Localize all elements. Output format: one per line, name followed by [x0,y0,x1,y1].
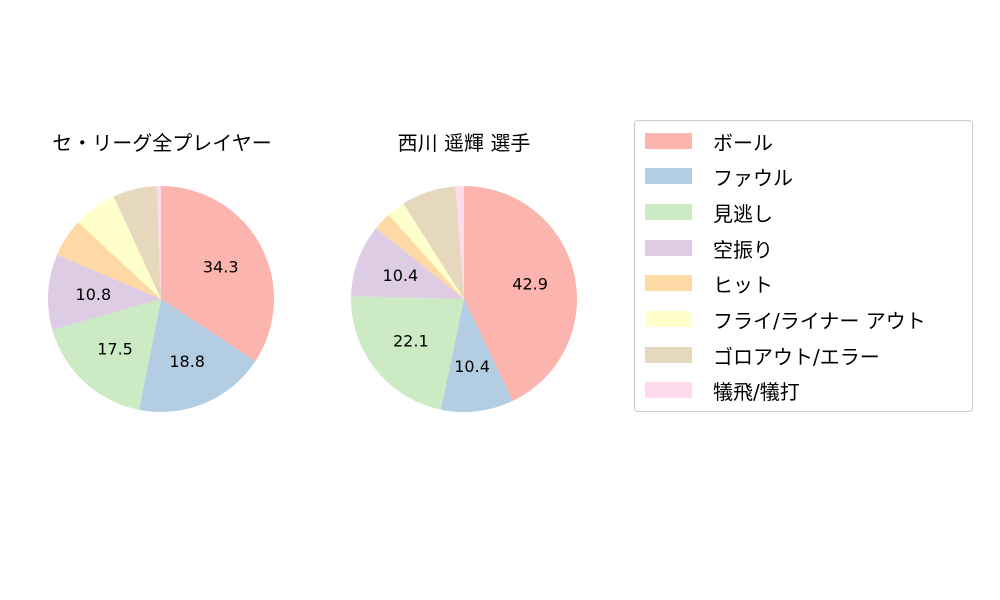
legend-item-ground-out-error: ゴロアウト/エラー [645,343,880,369]
slice-label: 10.8 [76,285,112,304]
legend-label: ボール [713,130,773,155]
pie-slice [388,203,464,299]
pie-slice [113,186,161,299]
slice-label: 18.8 [169,352,205,371]
pie-slice [52,299,161,410]
pie-slice [161,185,275,362]
legend-label: 空振り [713,237,773,262]
pie-slice [403,186,464,299]
pie-slice [351,296,464,410]
legend-item-ball: ボール [645,129,773,155]
slice-label: 17.5 [97,339,133,358]
pie-slice [78,196,161,299]
pie-slice [57,222,161,299]
legend-swatch-called-strike [645,204,692,220]
slice-label: 10.4 [454,357,490,376]
pie-slice [156,186,161,299]
pie-slice [464,186,577,401]
legend-label: ファウル [713,165,793,190]
slice-label: 34.3 [203,257,239,276]
slice-label: 22.1 [393,332,429,351]
legend-item-called-strike: 見逃し [645,200,773,226]
legend-item-swinging-strike: 空振り [645,236,773,262]
pie-slice [48,254,162,330]
legend-swatch-ground-out-error [645,347,692,363]
pie-chart-league: 34.3 18.8 17.5 10.8 [48,185,275,412]
pie-slice [455,186,464,299]
legend-swatch-sacrifice [645,382,692,398]
pie-chart-player: 42.9 10.4 22.1 10.4 [351,186,577,412]
legend-swatch-fly-liner-out [645,311,692,327]
legend-swatch-foul [645,168,692,184]
legend-label: ゴロアウト/エラー [713,344,880,369]
legend-label: フライ/ライナー アウト [713,308,926,333]
legend: ボール ファウル 見逃し 空振り ヒット フライ/ライナー アウト ゴロアウト/… [634,120,973,412]
legend-swatch-ball [645,133,692,149]
chart-title-player: 西川 遥輝 選手 [397,131,531,155]
legend-item-foul: ファウル [645,164,793,190]
legend-swatch-swinging-strike [645,240,692,256]
pie-slice [351,228,464,299]
slice-label: 42.9 [512,275,548,294]
legend-item-fly-liner-out: フライ/ライナー アウト [645,307,926,333]
chart-title-league: セ・リーグ全プレイヤー [52,131,272,155]
legend-item-hit: ヒット [645,271,773,297]
legend-label: ヒット [713,272,773,297]
pie-slice [440,299,513,412]
legend-item-sacrifice: 犠飛/犠打 [645,378,800,404]
pie-slice [139,299,256,412]
slice-label: 10.4 [383,266,419,285]
legend-swatch-hit [645,275,692,291]
legend-label: 犠飛/犠打 [713,379,800,404]
legend-label: 見逃し [713,201,773,226]
pie-slice [376,214,464,299]
